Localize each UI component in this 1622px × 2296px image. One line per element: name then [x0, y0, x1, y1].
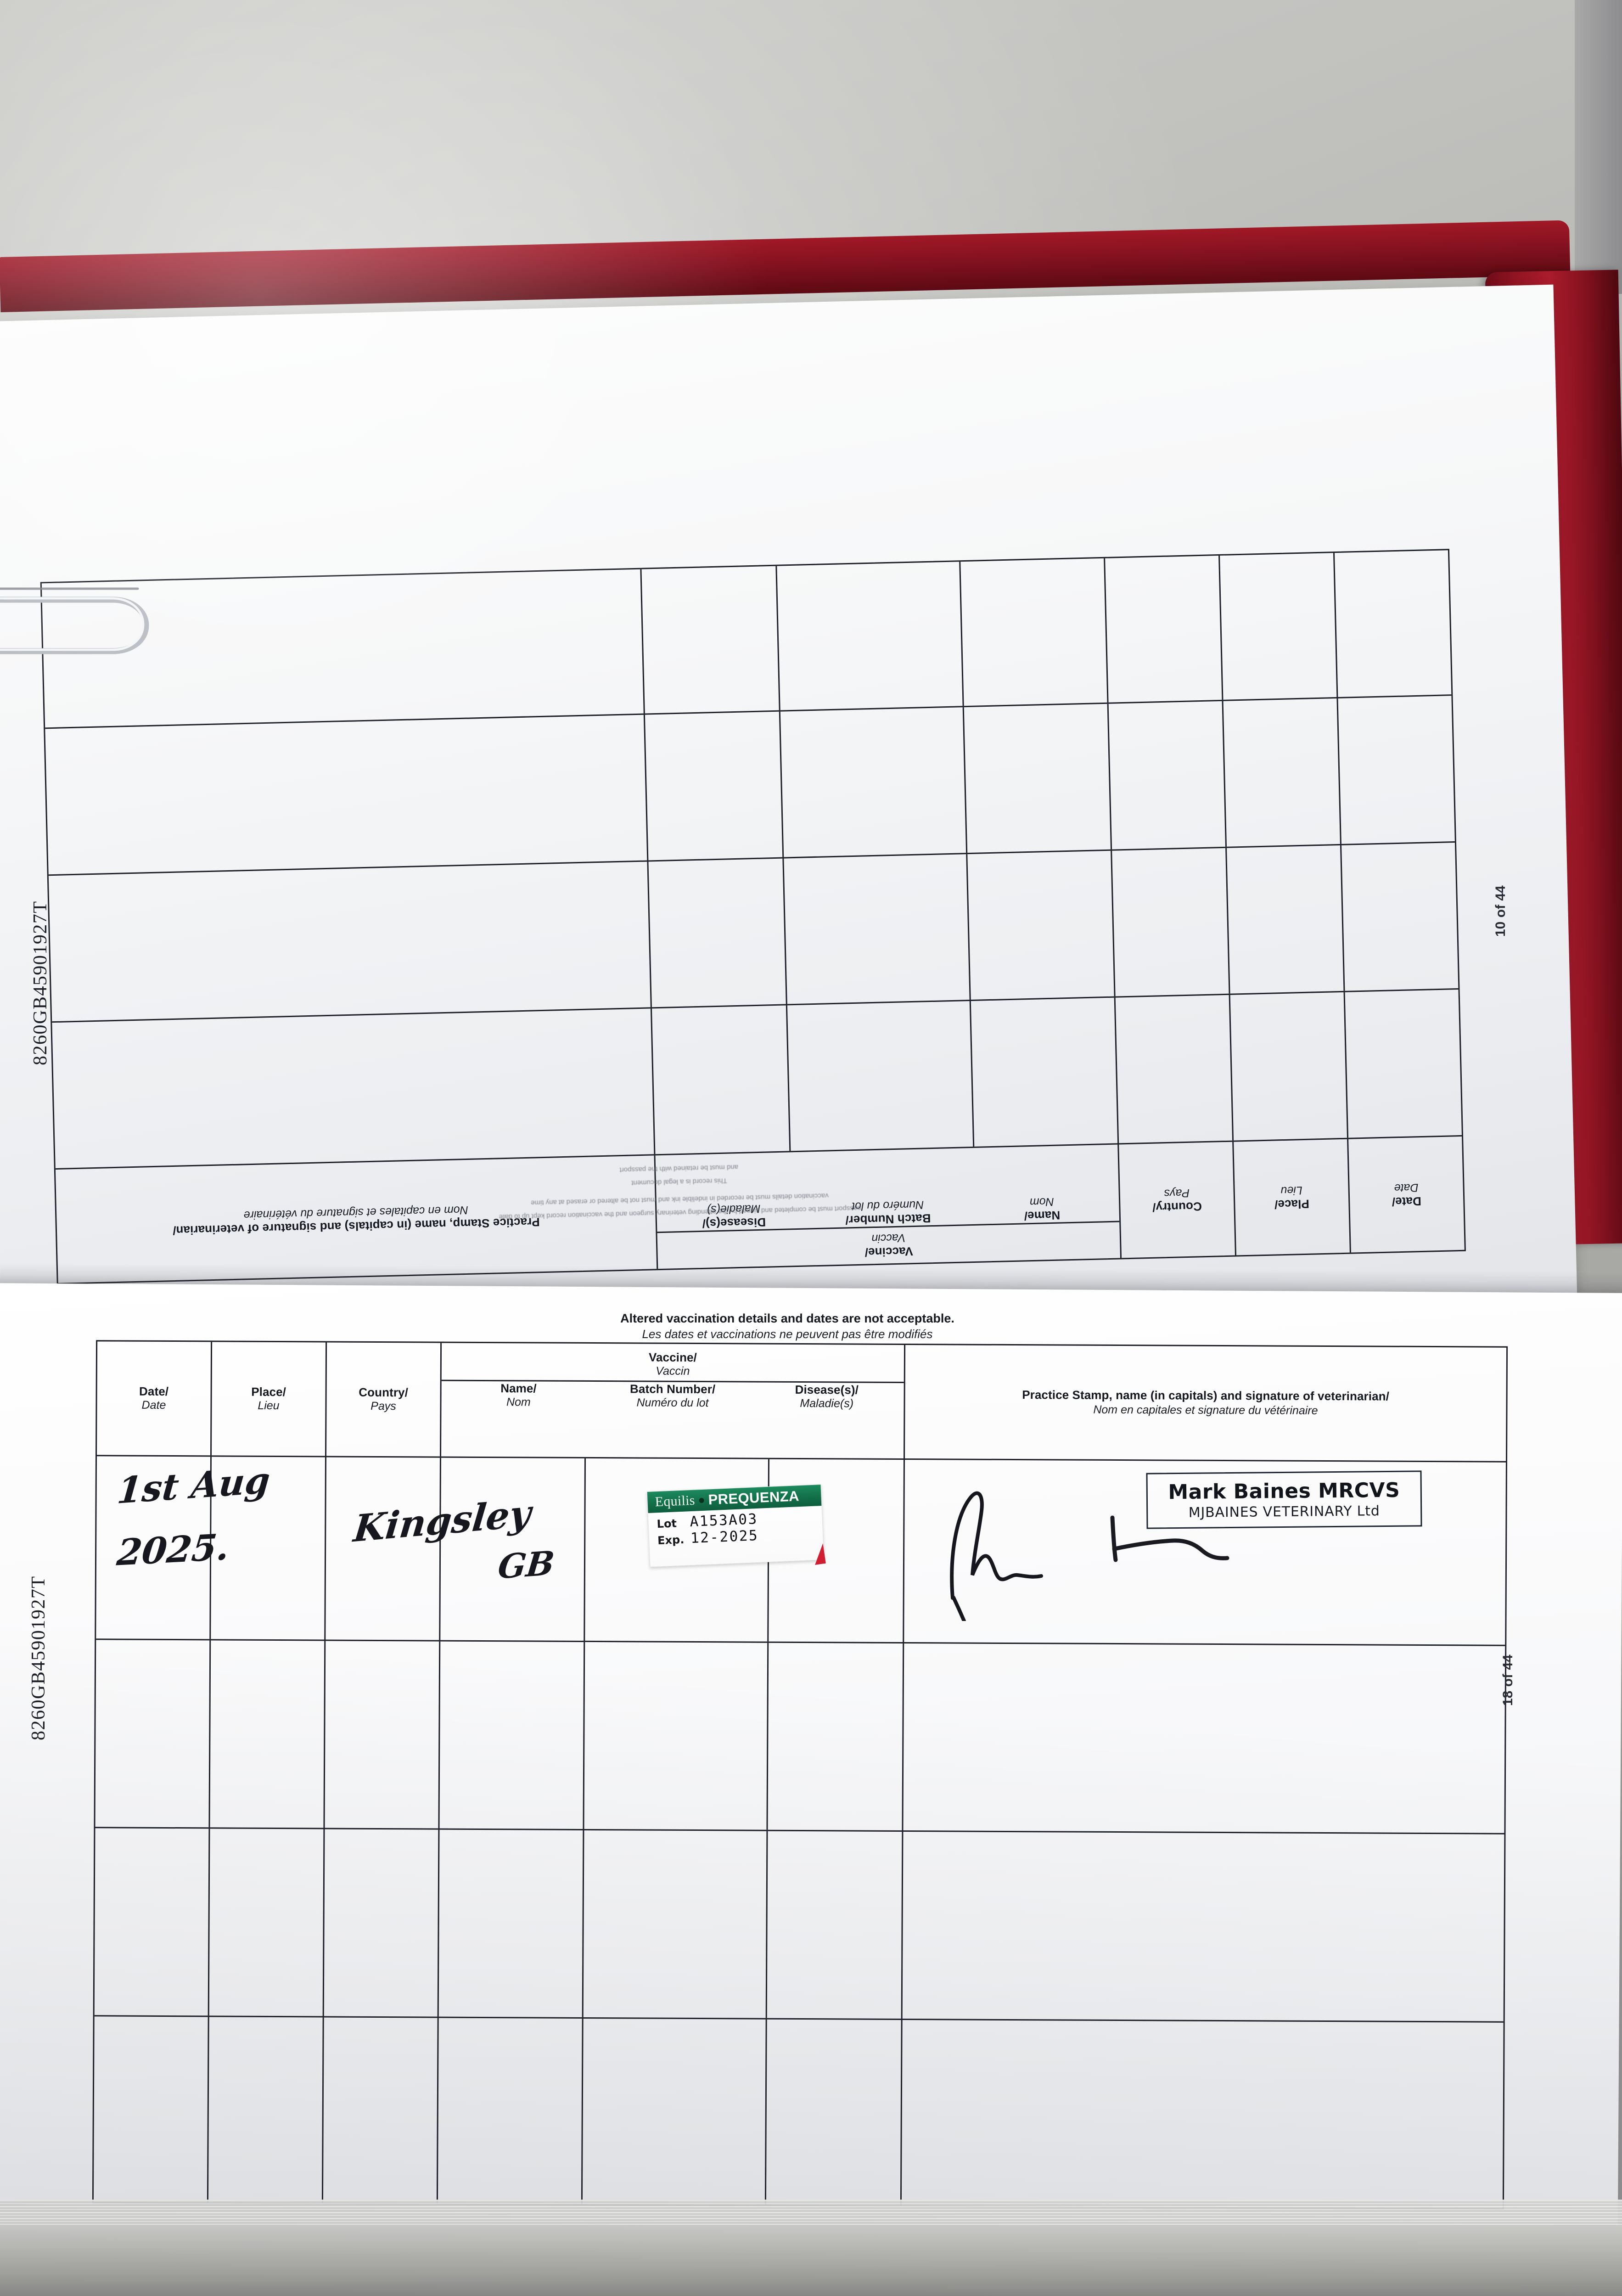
sticker-lot-label: Lot: [657, 1517, 677, 1531]
vaccine-label-sticker: Equilis PREQUENZA Lot A153A03 Exp. 12-20…: [646, 1484, 826, 1567]
notice-english: Altered vaccination details and dates ar…: [620, 1311, 954, 1325]
page-number-top-page: 10 of 44: [1493, 885, 1508, 937]
vet-practice-name: MJBAINES VETERINARY Ltd: [1188, 1503, 1380, 1521]
cell-country[interactable]: [323, 2017, 439, 2204]
table-row[interactable]: [93, 2016, 1504, 2208]
cell-place[interactable]: [1225, 845, 1344, 994]
cell-country[interactable]: [324, 1829, 440, 2017]
sticker-product-name: PREQUENZA: [707, 1488, 800, 1508]
cell-batch-number[interactable]: [775, 562, 963, 710]
veterinarian-practice-stamp: Mark Baines MRCVS MJBAINES VETERINARY Lt…: [1146, 1470, 1422, 1529]
cell-country[interactable]: [1114, 995, 1233, 1143]
passport-number-top-page: 8260GB45901927T: [30, 900, 51, 1066]
cell-diseases[interactable]: [640, 566, 779, 714]
cell-practice-stamp[interactable]: [45, 715, 647, 875]
cell-practice-stamp[interactable]: [49, 862, 651, 1022]
header-date-top: Date/ Date: [1347, 1136, 1465, 1253]
cell-country[interactable]: [1107, 701, 1226, 850]
cell-diseases[interactable]: [650, 1005, 790, 1154]
header-vaccine-name: Name/ Nom: [500, 1381, 537, 1409]
header-diseases: Disease(s)/ Maladie(s): [795, 1383, 859, 1410]
header-place: Place/ Lieu: [212, 1342, 327, 1456]
altered-details-notice: Altered vaccination details and dates ar…: [558, 1311, 1017, 1342]
cell-date[interactable]: [1340, 843, 1459, 991]
cell-batch-number[interactable]: [786, 1001, 973, 1151]
cell-country[interactable]: [326, 1457, 442, 1640]
cell-batch-number[interactable]: [782, 854, 970, 1004]
cell-vaccine-name[interactable]: [959, 558, 1107, 706]
header-vaccine: Vaccine/ Vaccin Name/ Nom Batch Number/ …: [441, 1343, 906, 1458]
cell-country[interactable]: [1111, 848, 1229, 996]
header-place-top: Place/ Lieu: [1232, 1139, 1350, 1255]
cell-date[interactable]: [94, 1828, 210, 2016]
cell-place[interactable]: [1229, 992, 1347, 1141]
vet-name: Mark Baines MRCVS: [1168, 1478, 1400, 1504]
cell-practice-stamp[interactable]: [902, 2020, 1504, 2208]
cell-diseases[interactable]: [766, 2019, 903, 2206]
cell-date[interactable]: [96, 1456, 212, 1639]
cell-diseases[interactable]: [768, 1643, 904, 1830]
page-number-bottom-page: 18 of 44: [1500, 1654, 1515, 1706]
cell-country[interactable]: [325, 1641, 441, 1829]
header-country: Country/ Pays: [326, 1342, 442, 1457]
sticker-exp-label: Exp.: [657, 1533, 685, 1548]
table-row[interactable]: [95, 1640, 1505, 1835]
cell-diseases[interactable]: [767, 1831, 904, 2019]
cell-batch-number[interactable]: [779, 707, 966, 857]
cell-vaccine-name[interactable]: [962, 703, 1111, 853]
cell-place[interactable]: [209, 1829, 325, 2016]
cell-batch-number[interactable]: [582, 2018, 767, 2205]
cell-date[interactable]: [1336, 696, 1455, 844]
cell-vaccine-name[interactable]: [439, 1641, 585, 1829]
cell-place[interactable]: [210, 1640, 326, 1828]
cell-diseases[interactable]: [643, 711, 783, 861]
cell-practice-stamp[interactable]: [903, 1832, 1504, 2021]
table-row[interactable]: [94, 1828, 1504, 2023]
cell-date[interactable]: [1343, 989, 1462, 1138]
paperclip-icon: [0, 587, 149, 654]
cell-batch-number[interactable]: [583, 1830, 768, 2018]
cell-diseases[interactable]: [647, 858, 786, 1007]
header-practice-stamp: Practice Stamp, name (in capitals) and s…: [1022, 1388, 1390, 1417]
cell-place[interactable]: [1218, 553, 1337, 700]
cell-place[interactable]: [211, 1457, 327, 1640]
binder-bottom-edge: [0, 2225, 1622, 2296]
passport-number-bottom-page: 8260GB45901927T: [28, 1576, 49, 1741]
cell-date[interactable]: [1333, 550, 1452, 698]
sticker-brand-name: Equilis: [654, 1492, 696, 1510]
cell-date[interactable]: [93, 2016, 209, 2203]
cell-date[interactable]: [95, 1640, 211, 1828]
cell-vaccine-name[interactable]: [966, 850, 1114, 1000]
cell-place[interactable]: [1222, 698, 1340, 847]
cell-vaccine-name[interactable]: [438, 1829, 584, 2017]
cell-country[interactable]: [1104, 556, 1222, 703]
sticker-bullet-icon: [699, 1497, 704, 1503]
cell-place[interactable]: [208, 2017, 324, 2203]
background-right-band: [1575, 0, 1622, 294]
cell-batch-number[interactable]: [584, 1642, 769, 1830]
cell-vaccine-name[interactable]: [438, 2018, 584, 2204]
header-date: Date/ Date: [97, 1341, 213, 1456]
vaccination-table-bottom-page: Date/ Date Place/ Lieu Country/ Pays Vac…: [92, 1340, 1508, 2210]
header-batch-number: Batch Number/ Numéro du lot: [629, 1382, 716, 1409]
cell-practice-stamp[interactable]: [903, 1643, 1505, 1833]
cell-vaccine-name[interactable]: [969, 997, 1118, 1147]
cell-vaccine-name[interactable]: [440, 1458, 586, 1641]
notice-french: Les dates et vaccinations ne peuvent pas…: [642, 1327, 933, 1341]
cell-practice-stamp[interactable]: [52, 1008, 654, 1168]
sticker-details: Lot A153A03 Exp. 12-2025: [648, 1506, 823, 1548]
